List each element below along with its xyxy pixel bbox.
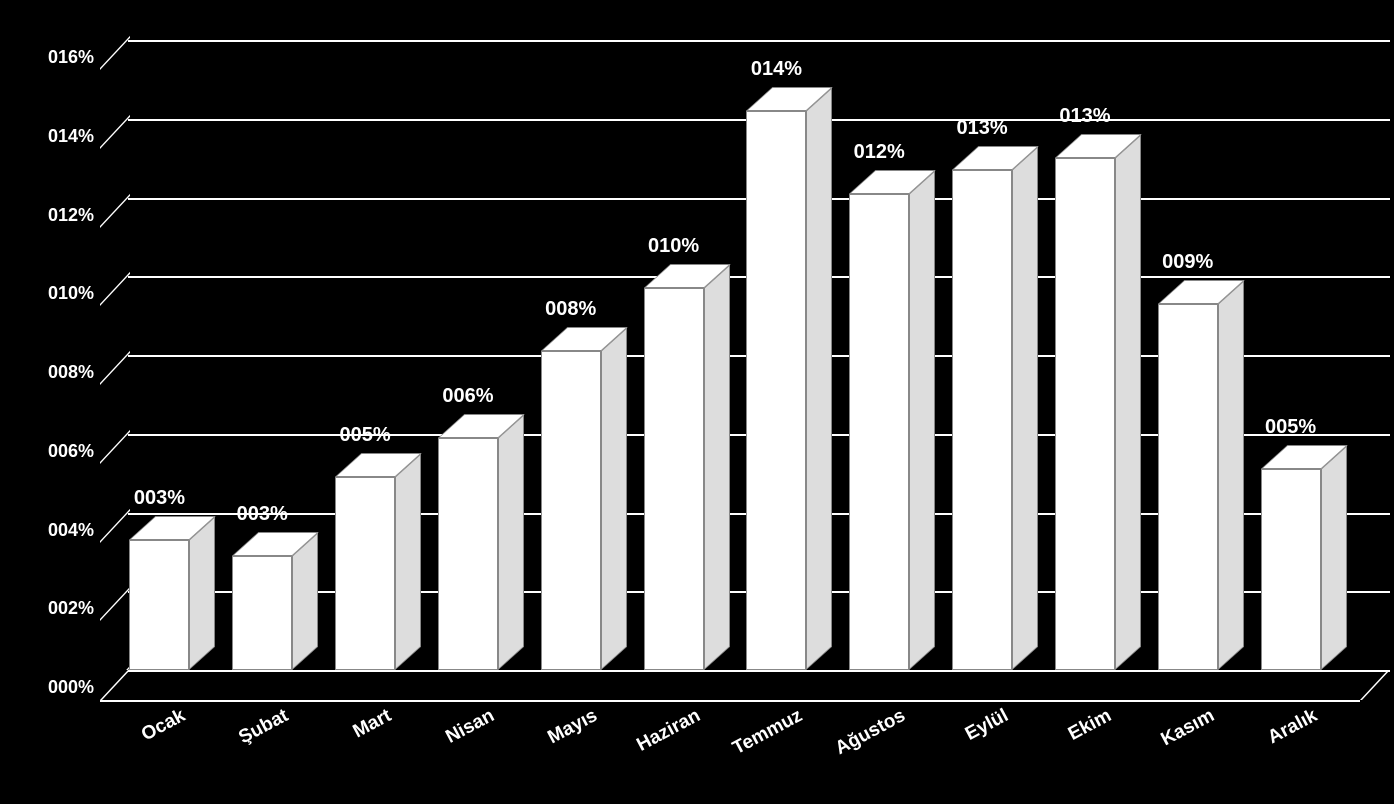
bar-value-label: 009%	[1128, 251, 1248, 274]
floor-left-edge	[100, 670, 170, 700]
gridline	[100, 119, 1360, 121]
x-tick-label: Mart	[279, 705, 395, 781]
gridline	[100, 198, 1360, 200]
bar-value-label: 008%	[511, 298, 631, 321]
y-tick-label: 010%	[4, 283, 94, 304]
bar-front	[849, 194, 909, 670]
bar-side	[498, 414, 524, 670]
bar-side	[601, 328, 627, 670]
chart-floor	[100, 670, 1360, 700]
y-tick-label: 016%	[4, 47, 94, 68]
x-tick-label: Aralık	[1205, 705, 1321, 781]
chart-container: 003%003%005%006%008%010%014%012%013%013%…	[0, 0, 1394, 804]
floor-right-edge	[1360, 670, 1390, 700]
bar-front	[541, 351, 601, 670]
x-tick-label: Haziran	[588, 705, 704, 781]
bar-side	[1012, 147, 1038, 670]
bar-front	[1055, 158, 1115, 670]
floor-front-edge	[100, 700, 1360, 702]
x-tick-label: Nisan	[382, 705, 498, 781]
bar-side	[909, 170, 935, 670]
bar-value-label: 005%	[305, 424, 425, 447]
bar-front	[335, 477, 395, 670]
bar-front	[438, 438, 498, 670]
bar-front	[746, 111, 806, 670]
bar-front	[1261, 469, 1321, 670]
bar-side	[704, 265, 730, 670]
x-tick-label: Ocak	[73, 705, 189, 781]
y-tick-label: 006%	[4, 441, 94, 462]
bar-value-label: 010%	[614, 235, 734, 258]
bar-front	[952, 170, 1012, 670]
bar-side	[1321, 446, 1347, 670]
bar-value-label: 003%	[202, 503, 322, 526]
bar-value-label: 013%	[1025, 105, 1145, 128]
x-tick-label: Temmuz	[690, 705, 806, 781]
bar-side	[1115, 135, 1141, 670]
bar-side	[395, 454, 421, 670]
x-tick-label: Mayıs	[485, 705, 601, 781]
gridline	[100, 40, 1360, 42]
bar-side	[806, 87, 832, 670]
bar-front	[644, 288, 704, 670]
x-tick-label: Ekim	[999, 705, 1115, 781]
bar-side	[1218, 280, 1244, 670]
y-tick-label: 012%	[4, 205, 94, 226]
y-tick-label: 004%	[4, 520, 94, 541]
y-tick-label: 002%	[4, 598, 94, 619]
floor-back-edge	[128, 670, 1360, 672]
x-tick-label: Şubat	[176, 705, 292, 781]
bar-value-label: 006%	[408, 385, 528, 408]
bar-value-label: 014%	[716, 58, 836, 81]
bar-side	[189, 517, 215, 670]
bar-front	[129, 540, 189, 670]
x-tick-label: Eylül	[896, 705, 1012, 781]
x-tick-label: Kasım	[1102, 705, 1218, 781]
plot-area: 003%003%005%006%008%010%014%012%013%013%…	[100, 40, 1360, 700]
y-tick-label: 000%	[4, 677, 94, 698]
x-tick-label: Ağustos	[793, 705, 909, 781]
y-tick-label: 008%	[4, 362, 94, 383]
gridline	[100, 276, 1360, 278]
y-tick-label: 014%	[4, 126, 94, 147]
bar-value-label: 012%	[819, 141, 939, 164]
bar-side	[292, 532, 318, 670]
bar-front	[232, 556, 292, 670]
bar-value-label: 005%	[1231, 416, 1351, 439]
bar-front	[1158, 304, 1218, 670]
